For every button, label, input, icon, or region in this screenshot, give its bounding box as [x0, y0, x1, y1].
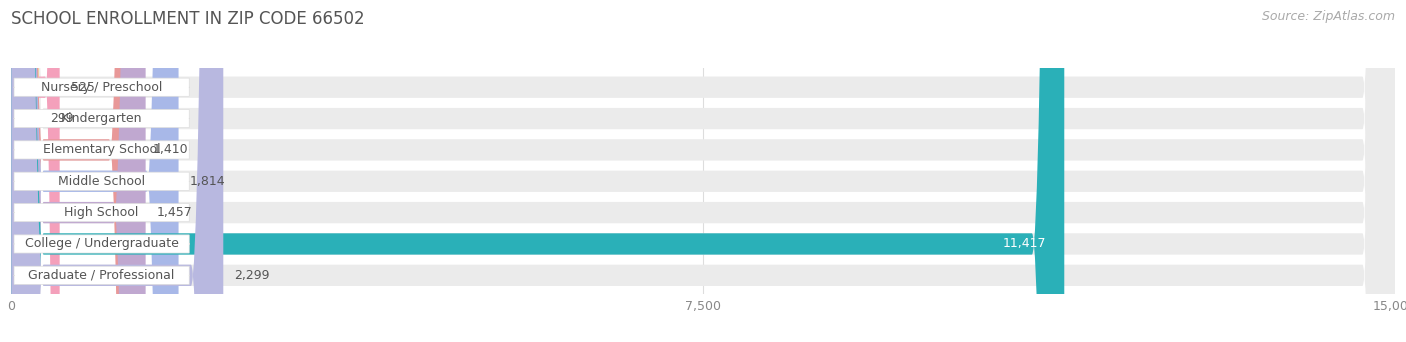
FancyBboxPatch shape	[11, 0, 1395, 342]
Text: 1,814: 1,814	[190, 175, 225, 188]
Text: Source: ZipAtlas.com: Source: ZipAtlas.com	[1261, 10, 1395, 23]
FancyBboxPatch shape	[11, 0, 224, 342]
Text: Kindergarten: Kindergarten	[60, 112, 142, 125]
Text: 1,410: 1,410	[152, 143, 188, 156]
Text: High School: High School	[65, 206, 139, 219]
FancyBboxPatch shape	[11, 0, 1395, 342]
Text: 1,457: 1,457	[156, 206, 193, 219]
FancyBboxPatch shape	[11, 0, 1395, 342]
FancyBboxPatch shape	[11, 0, 141, 342]
Text: 2,299: 2,299	[235, 269, 270, 282]
FancyBboxPatch shape	[11, 0, 1395, 342]
FancyBboxPatch shape	[14, 109, 190, 128]
Text: 525: 525	[70, 81, 94, 94]
FancyBboxPatch shape	[14, 203, 190, 222]
FancyBboxPatch shape	[14, 235, 190, 253]
FancyBboxPatch shape	[14, 172, 190, 190]
FancyBboxPatch shape	[14, 266, 190, 285]
FancyBboxPatch shape	[11, 0, 1395, 342]
FancyBboxPatch shape	[11, 0, 39, 342]
FancyBboxPatch shape	[11, 0, 1395, 342]
Text: 11,417: 11,417	[1002, 237, 1046, 250]
FancyBboxPatch shape	[14, 78, 190, 96]
FancyBboxPatch shape	[11, 0, 179, 342]
Text: SCHOOL ENROLLMENT IN ZIP CODE 66502: SCHOOL ENROLLMENT IN ZIP CODE 66502	[11, 10, 366, 28]
Text: 299: 299	[49, 112, 73, 125]
FancyBboxPatch shape	[11, 0, 59, 342]
Text: Nursery / Preschool: Nursery / Preschool	[41, 81, 162, 94]
FancyBboxPatch shape	[11, 0, 1064, 342]
Text: Elementary School: Elementary School	[42, 143, 160, 156]
FancyBboxPatch shape	[14, 141, 190, 159]
FancyBboxPatch shape	[11, 0, 146, 342]
FancyBboxPatch shape	[11, 0, 1395, 342]
Text: Middle School: Middle School	[58, 175, 145, 188]
Text: Graduate / Professional: Graduate / Professional	[28, 269, 174, 282]
Text: College / Undergraduate: College / Undergraduate	[25, 237, 179, 250]
